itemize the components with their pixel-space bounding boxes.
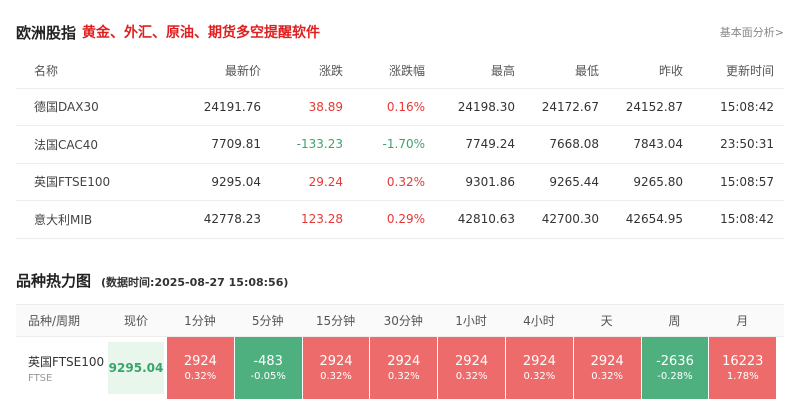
quote-row[interactable]: 意大利MIB 42778.23 123.28 0.29% 42810.63 42700.3… [16,200,784,239]
instrument-name: 英国FTSE100 [28,354,105,369]
promo-link[interactable]: 黄金、外汇、原油、期货多空提醒软件 [82,25,321,41]
quote-time: 15:08:57 [693,163,784,201]
col-header-change: 涨跌 [271,54,353,89]
quote-name[interactable]: 意大利MIB [16,200,166,239]
quote-pct: 0.16% [353,88,435,126]
instrument-code: FTSE [28,372,53,384]
fundamental-analysis-link[interactable]: 基本面分析> [719,26,784,39]
heat-row-name: 英国FTSE100 FTSE [16,337,106,399]
quote-prev: 9265.80 [609,163,693,201]
quote-prev: 24152.87 [609,88,693,126]
heat-cell-pct: 0.32% [184,371,217,382]
quote-high: 7749.24 [435,125,525,164]
quote-name[interactable]: 法国CAC40 [16,125,166,164]
heat-cell: 2924 0.32% [572,337,641,399]
col-header-pct: 涨跌幅 [353,54,435,89]
section-header-heatmap: 品种热力图 (数据时间:2025-08-27 15:08:56) [16,270,288,291]
heat-cell: -483 -0.05% [233,337,302,399]
heat-cell-pct: 0.32% [455,371,488,382]
quote-name[interactable]: 德国DAX30 [16,88,166,126]
col-header-time: 更新时间 [693,54,784,89]
heat-cell-value: 2924 [522,354,556,369]
heat-cell-pct: -0.05% [250,371,286,382]
quote-low: 9265.44 [525,163,609,201]
heat-cell-pct: 0.32% [320,371,352,382]
heatmap-row[interactable]: 英国FTSE100 FTSE 9295.04 2924 0.32% -483 -0.0… [16,337,784,399]
quote-prev: 7843.04 [609,125,693,164]
quote-time: 23:50:31 [693,125,784,164]
heat-header-period: 30分钟 [383,314,423,328]
quote-low: 24172.67 [525,88,609,126]
quote-change: 38.89 [271,88,353,126]
heatmap-table: 品种/周期 现价 1分钟 5分钟 15分钟 30分钟 1小时 4小时 天 周 月 英国FTSE1… [16,304,784,399]
heat-header-period: 1分钟 [184,314,216,328]
quote-pct: 0.29% [353,200,435,239]
quote-time: 15:08:42 [693,88,784,126]
quote-row[interactable]: 德国DAX30 24191.76 38.89 0.16% 24198.30 24172.6… [16,88,784,126]
heat-header-name: 品种/周期 [28,314,81,328]
quote-last: 42778.23 [166,200,271,239]
heat-header-period: 5分钟 [251,314,284,328]
section-header-european-indices: 欧洲股指 黄金、外汇、原油、期货多空提醒软件 基本面分析> [16,18,784,46]
heat-cell: 2924 0.32% [166,337,234,399]
heatmap-title: 品种热力图 [16,272,92,290]
col-header-high: 最高 [435,54,525,89]
heat-cell: 16223 1.78% [708,337,777,399]
heat-cell-value: 2924 [183,354,217,369]
quote-name[interactable]: 英国FTSE100 [16,163,166,201]
heat-cell: 2924 0.32% [369,337,438,399]
heat-header-period: 1小时 [455,314,487,328]
quote-pct: 0.32% [353,163,435,201]
quote-last: 9295.04 [166,163,271,201]
heat-cell-pct: 1.78% [726,371,759,382]
heat-header-price: 现价 [123,314,148,328]
heat-cell: 2924 0.32% [301,337,370,399]
heat-cell: 2924 0.32% [504,337,573,399]
col-header-name: 名称 [16,54,166,89]
quote-pct: -1.70% [353,125,435,164]
heat-cell: 2924 0.32% [437,337,505,399]
heat-cell-pct: 0.32% [523,371,556,382]
heat-header-period: 15分钟 [315,314,356,328]
quotes-table: 名称 最新价 涨跌 涨跌幅 最高 最低 昨收 更新时间 德国DAX30 24191… [16,54,784,239]
quote-time: 15:08:42 [693,200,784,239]
heat-row-price: 9295.04 [106,337,166,399]
col-header-last: 最新价 [166,54,271,89]
quote-low: 7668.08 [525,125,609,164]
quote-last: 24191.76 [166,88,271,126]
quote-change: -133.23 [271,125,353,164]
heat-cell-pct: 0.32% [591,371,624,382]
quote-row[interactable]: 法国CAC40 7709.81 -133.23 -1.70% 7749.24 7668.0… [16,125,784,164]
heat-header-period: 周 [668,314,681,328]
quote-prev: 42654.95 [609,200,693,239]
quote-low: 42700.30 [525,200,609,239]
heat-cell-value: 2924 [387,354,421,369]
heatmap-time: (数据时间:2025-08-27 15:08:56) [101,276,289,289]
quote-last: 7709.81 [166,125,271,164]
current-price: 9295.04 [108,342,164,394]
heat-cell-value: -2636 [656,354,694,369]
heatmap-header-row: 品种/周期 现价 1分钟 5分钟 15分钟 30分钟 1小时 4小时 天 周 月 [16,304,784,337]
heat-cell-value: 2924 [590,354,624,369]
heat-cell-value: 16223 [722,354,764,369]
heat-cell-pct: 0.32% [387,371,420,382]
heat-cell-pct: -0.28% [657,371,693,382]
heat-header-period: 4小时 [523,314,555,328]
col-header-low: 最低 [525,54,609,89]
section-title: 欧洲股指 [16,23,77,42]
heat-header-period: 天 [600,314,613,328]
heat-cell-value: 2924 [455,354,489,369]
heat-header-period: 月 [736,314,749,328]
quotes-header-row: 名称 最新价 涨跌 涨跌幅 最高 最低 昨收 更新时间 [16,54,784,89]
quote-change: 123.28 [271,200,353,239]
col-header-prev: 昨收 [609,54,693,89]
quote-high: 42810.63 [435,200,525,239]
quote-high: 24198.30 [435,88,525,126]
quote-high: 9301.86 [435,163,525,201]
heat-cell-value: 2924 [319,354,353,369]
heat-cell: -2636 -0.28% [640,337,709,399]
quote-row[interactable]: 英国FTSE100 9295.04 29.24 0.32% 9301.86 9265.44… [16,163,784,201]
quote-change: 29.24 [271,163,353,201]
heat-cell-value: -483 [253,354,283,369]
